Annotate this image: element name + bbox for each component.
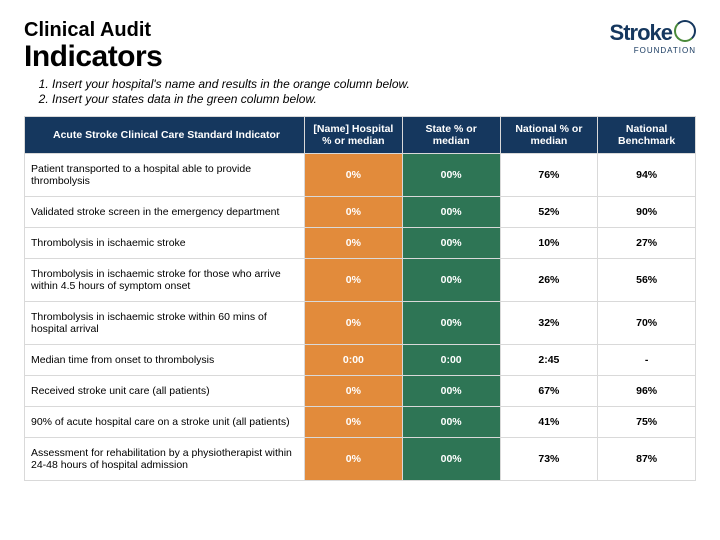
cell-national: 73% <box>500 437 598 480</box>
page-title: Indicators <box>24 41 162 73</box>
table-row: Assessment for rehabilitation by a physi… <box>25 437 696 480</box>
cell-benchmark: 96% <box>598 375 696 406</box>
cell-national: 26% <box>500 258 598 301</box>
cell-state: 00% <box>402 258 500 301</box>
cell-hospital: 0% <box>305 375 403 406</box>
title-block: Clinical Audit Indicators <box>24 20 162 73</box>
cell-hospital: 0% <box>305 301 403 344</box>
table-row: Thrombolysis in ischaemic stroke within … <box>25 301 696 344</box>
cell-state: 00% <box>402 227 500 258</box>
table-row: Thrombolysis in ischaemic stroke 0% 00% … <box>25 227 696 258</box>
cell-state: 00% <box>402 375 500 406</box>
col-header-benchmark: National Benchmark <box>598 116 696 153</box>
cell-hospital: 0% <box>305 406 403 437</box>
table-header-row: Acute Stroke Clinical Care Standard Indi… <box>25 116 696 153</box>
table-row: Received stroke unit care (all patients)… <box>25 375 696 406</box>
instruction-item: Insert your states data in the green col… <box>52 92 696 106</box>
cell-indicator: Received stroke unit care (all patients) <box>25 375 305 406</box>
cell-hospital: 0% <box>305 227 403 258</box>
cell-national: 67% <box>500 375 598 406</box>
cell-national: 32% <box>500 301 598 344</box>
logo-subtext: FOUNDATION <box>610 46 696 55</box>
cell-indicator: Thrombolysis in ischaemic stroke for tho… <box>25 258 305 301</box>
cell-indicator: Thrombolysis in ischaemic stroke <box>25 227 305 258</box>
col-header-national: National % or median <box>500 116 598 153</box>
col-header-state: State % or median <box>402 116 500 153</box>
cell-benchmark: 94% <box>598 153 696 196</box>
cell-state: 00% <box>402 301 500 344</box>
cell-state: 00% <box>402 406 500 437</box>
cell-indicator: Patient transported to a hospital able t… <box>25 153 305 196</box>
cell-hospital: 0% <box>305 258 403 301</box>
cell-state: 0:00 <box>402 344 500 375</box>
table-row: Median time from onset to thrombolysis 0… <box>25 344 696 375</box>
cell-benchmark: 56% <box>598 258 696 301</box>
logo-text: Stroke <box>610 20 672 45</box>
cell-benchmark: 87% <box>598 437 696 480</box>
cell-state: 00% <box>402 196 500 227</box>
cell-national: 76% <box>500 153 598 196</box>
instruction-item: Insert your hospital's name and results … <box>52 77 696 91</box>
cell-indicator: Thrombolysis in ischaemic stroke within … <box>25 301 305 344</box>
col-header-hospital: [Name] Hospital % or median <box>305 116 403 153</box>
table-row: 90% of acute hospital care on a stroke u… <box>25 406 696 437</box>
table-row: Validated stroke screen in the emergency… <box>25 196 696 227</box>
cell-indicator: Validated stroke screen in the emergency… <box>25 196 305 227</box>
table-row: Patient transported to a hospital able t… <box>25 153 696 196</box>
table-row: Thrombolysis in ischaemic stroke for tho… <box>25 258 696 301</box>
header-row: Clinical Audit Indicators Stroke FOUNDAT… <box>24 20 696 73</box>
cell-benchmark: 27% <box>598 227 696 258</box>
cell-benchmark: 90% <box>598 196 696 227</box>
cell-indicator: Assessment for rehabilitation by a physi… <box>25 437 305 480</box>
swirl-icon <box>674 20 696 42</box>
cell-state: 00% <box>402 153 500 196</box>
cell-benchmark: - <box>598 344 696 375</box>
cell-national: 52% <box>500 196 598 227</box>
page: Clinical Audit Indicators Stroke FOUNDAT… <box>0 0 720 491</box>
col-header-indicator: Acute Stroke Clinical Care Standard Indi… <box>25 116 305 153</box>
cell-hospital: 0% <box>305 196 403 227</box>
cell-state: 00% <box>402 437 500 480</box>
indicators-table: Acute Stroke Clinical Care Standard Indi… <box>24 116 696 481</box>
cell-hospital: 0% <box>305 153 403 196</box>
page-subtitle: Clinical Audit <box>24 20 162 41</box>
cell-benchmark: 75% <box>598 406 696 437</box>
cell-national: 41% <box>500 406 598 437</box>
cell-indicator: 90% of acute hospital care on a stroke u… <box>25 406 305 437</box>
cell-national: 10% <box>500 227 598 258</box>
cell-hospital: 0% <box>305 437 403 480</box>
instructions-list: Insert your hospital's name and results … <box>52 77 696 106</box>
table-body: Patient transported to a hospital able t… <box>25 153 696 480</box>
cell-hospital: 0:00 <box>305 344 403 375</box>
cell-indicator: Median time from onset to thrombolysis <box>25 344 305 375</box>
logo: Stroke FOUNDATION <box>610 20 696 55</box>
cell-national: 2:45 <box>500 344 598 375</box>
cell-benchmark: 70% <box>598 301 696 344</box>
